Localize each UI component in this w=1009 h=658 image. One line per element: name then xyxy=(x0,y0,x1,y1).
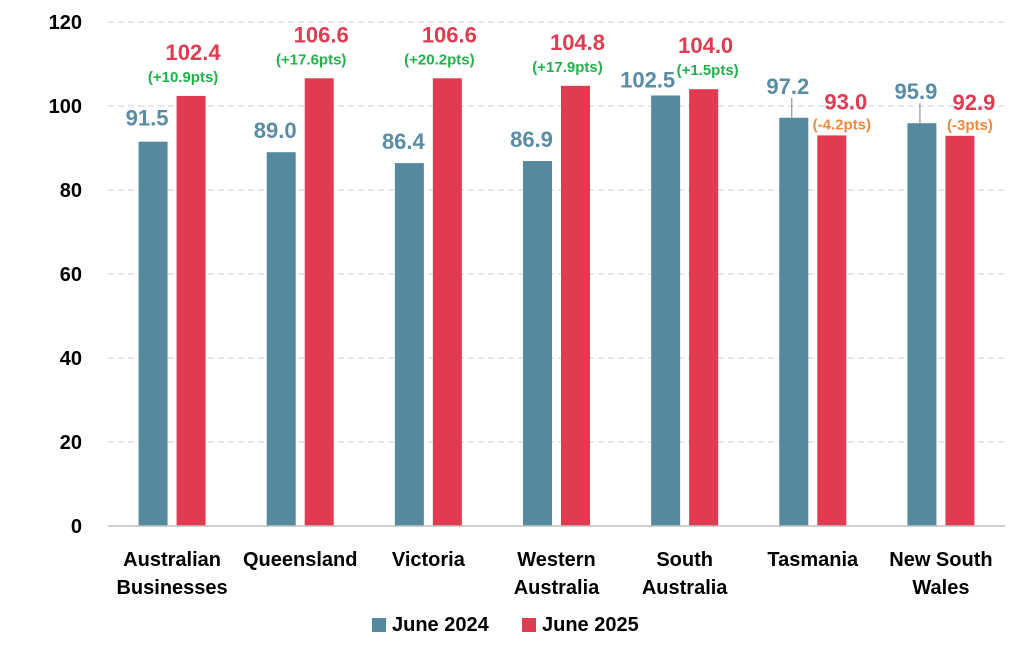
legend-swatch-june-2025 xyxy=(522,618,536,632)
legend-label-june-2025: June 2025 xyxy=(542,614,639,636)
x-tick-label: Australia xyxy=(642,577,728,599)
value-label-june-2024: 89.0 xyxy=(254,118,297,143)
bar-june-2024 xyxy=(138,141,168,526)
bar-june-2025 xyxy=(561,85,590,526)
change-label: (+10.9pts) xyxy=(148,69,218,86)
value-label-june-2024: 86.9 xyxy=(510,127,553,152)
x-tick-label: Australian xyxy=(123,549,221,571)
x-tick-label: Businesses xyxy=(116,577,227,599)
value-label-june-2024: 91.5 xyxy=(126,106,169,131)
data-labels: 91.5 102.4 (+10.9pts) 89.0 106.6 (+17.6pts) 86… xyxy=(126,22,996,154)
y-tick-label: 40 xyxy=(60,348,82,370)
value-label-june-2024: 86.4 xyxy=(382,129,426,154)
change-label: (+1.5pts) xyxy=(677,62,739,79)
value-label-june-2024: 102.5 xyxy=(620,68,675,93)
y-tick-label: 60 xyxy=(60,264,82,286)
change-label: (+17.9pts) xyxy=(532,59,602,76)
value-label-june-2025: 102.4 xyxy=(166,40,222,65)
x-tick-label: Western xyxy=(517,549,596,571)
bar-june-2025 xyxy=(432,78,462,526)
legend-label-june-2024: June 2024 xyxy=(392,614,490,636)
value-label-june-2025: 106.6 xyxy=(294,22,349,47)
change-label: (-3pts) xyxy=(947,117,993,134)
bar-june-2025 xyxy=(817,135,847,526)
x-tick-label: South xyxy=(656,549,713,571)
bars xyxy=(138,78,975,527)
bar-june-2025 xyxy=(945,135,975,526)
y-tick-label: 20 xyxy=(60,432,82,454)
x-tick-label: Tasmania xyxy=(767,549,859,571)
x-tick-label: Wales xyxy=(912,577,969,599)
value-label-june-2025: 92.9 xyxy=(953,90,996,115)
bar-june-2024 xyxy=(266,152,296,526)
legend-swatch-june-2024 xyxy=(372,618,386,632)
value-label-june-2025: 93.0 xyxy=(824,89,867,114)
x-tick-label: Victoria xyxy=(392,549,466,571)
gridlines xyxy=(108,21,1005,443)
x-tick-label: Queensland xyxy=(243,549,357,571)
bar-june-2024 xyxy=(779,117,809,526)
bar-june-2025 xyxy=(176,95,206,527)
x-tick-label: New South xyxy=(889,549,992,571)
value-label-june-2025: 104.0 xyxy=(678,33,733,58)
y-tick-label: 120 xyxy=(49,12,82,34)
value-label-june-2025: 106.6 xyxy=(422,22,477,47)
change-label: (+17.6pts) xyxy=(276,51,346,68)
x-axis: Australian Businesses Queensland Victoria We… xyxy=(108,525,1005,599)
x-tick-label: Australia xyxy=(514,577,600,599)
bar-june-2024 xyxy=(651,95,681,526)
y-tick-label: 0 xyxy=(71,516,82,538)
y-tick-label: 80 xyxy=(60,180,82,202)
value-label-june-2025: 104.8 xyxy=(550,30,605,55)
legend: June 2024 June 2025 xyxy=(372,614,639,636)
bar-june-2025 xyxy=(304,78,334,526)
bar-june-2024 xyxy=(907,123,937,526)
change-label: (-4.2pts) xyxy=(813,116,871,133)
bar-june-2025 xyxy=(689,89,719,526)
change-label: (+20.2pts) xyxy=(404,51,474,68)
bar-june-2024 xyxy=(394,163,424,526)
value-label-june-2024: 97.2 xyxy=(766,74,809,99)
y-axis: 0 20 40 60 80 100 120 xyxy=(49,12,82,538)
value-label-june-2024: 95.9 xyxy=(895,79,938,104)
bar-june-2024 xyxy=(523,161,552,526)
y-tick-label: 100 xyxy=(49,96,82,118)
